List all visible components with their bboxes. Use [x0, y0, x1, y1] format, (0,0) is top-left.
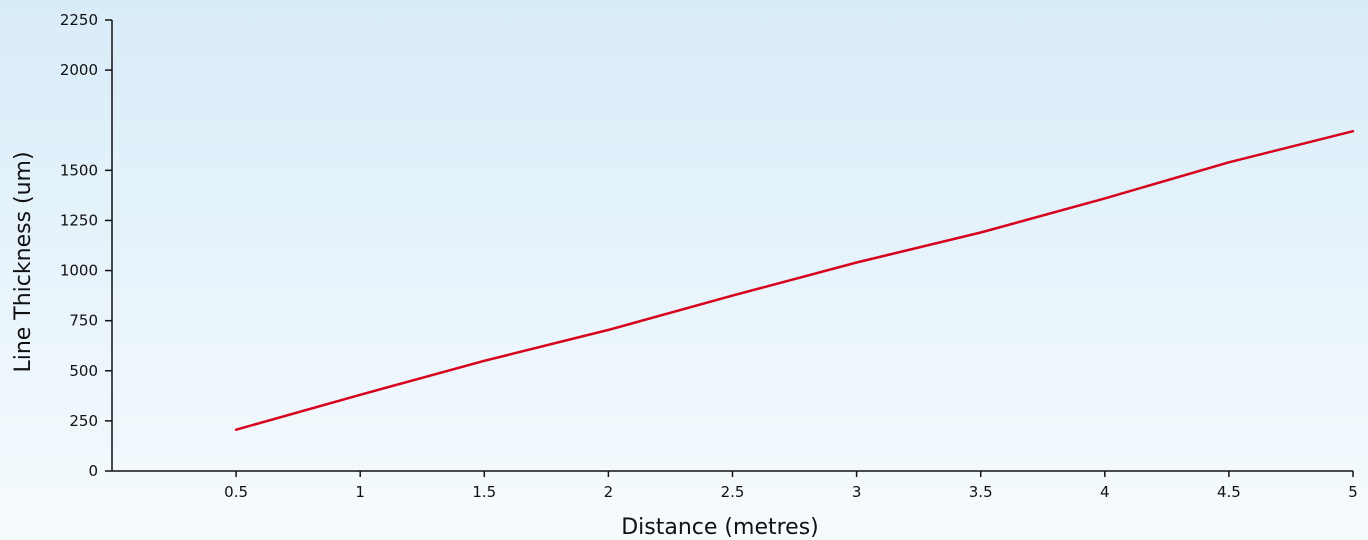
y-tick-label: 750 — [69, 312, 98, 330]
x-tick-label: 4 — [1100, 483, 1110, 501]
x-axis-title: Distance (metres) — [621, 515, 819, 540]
x-tick-label: 3 — [852, 483, 862, 501]
y-tick-group: 0 250 500 750 1000 1250 1500 2000 2250 — [60, 11, 112, 480]
x-tick-label: 0.5 — [224, 483, 248, 501]
x-tick-group: 0.5 1 1.5 2 2.5 3 3.5 4 4.5 5 — [224, 471, 1358, 501]
x-tick-label: 2.5 — [721, 483, 745, 501]
y-tick-label: 0 — [88, 462, 98, 480]
y-axis: 0 250 500 750 1000 1250 1500 2000 2250 — [60, 11, 113, 480]
y-tick-label: 2250 — [60, 11, 98, 29]
series-line — [234, 129, 1355, 431]
series-layer — [234, 129, 1355, 431]
y-tick-label: 500 — [69, 362, 98, 380]
y-axis-title: Line Thickness (um) — [11, 151, 36, 372]
y-tick-label: 250 — [69, 412, 98, 430]
x-tick-label: 1.5 — [472, 483, 496, 501]
y-tick-label: 1500 — [60, 161, 98, 179]
x-axis: 0.5 1 1.5 2 2.5 3 3.5 4 4.5 5 — [112, 470, 1358, 501]
y-tick-label: 2000 — [60, 61, 98, 79]
y-tick-label: 1000 — [60, 262, 98, 280]
x-tick-label: 1 — [355, 483, 365, 501]
x-tick-label: 3.5 — [969, 483, 993, 501]
x-tick-label: 5 — [1348, 483, 1358, 501]
x-tick-label: 2 — [604, 483, 614, 501]
x-tick-label: 4.5 — [1217, 483, 1241, 501]
y-tick-label: 1250 — [60, 211, 98, 229]
